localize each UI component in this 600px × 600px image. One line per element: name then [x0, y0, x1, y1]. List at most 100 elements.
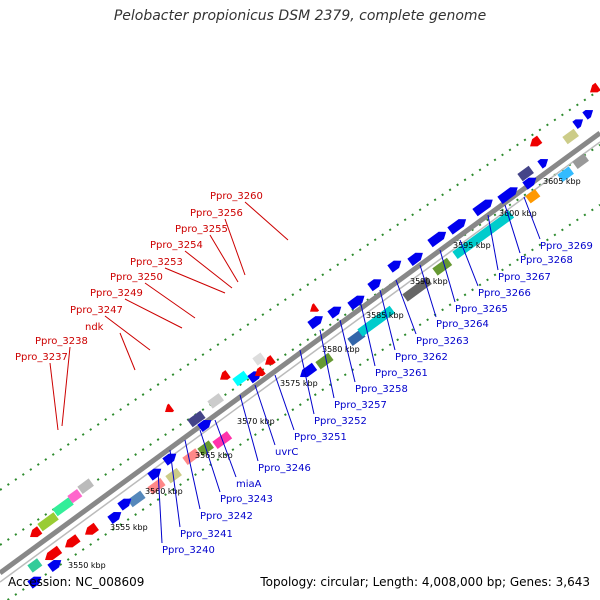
bottom-leader-line [214, 419, 237, 478]
gene-forward-9-body [517, 165, 534, 182]
gene-forward-3 [67, 488, 83, 504]
gene-forward-1 [37, 512, 59, 532]
gene-blue-18-body [522, 177, 537, 190]
gene-blue-10 [347, 295, 365, 310]
bottom-gene-label: Ppro_3261 [375, 368, 428, 379]
top-gene-label: ndk [85, 322, 104, 333]
gene-reverse-10-body [300, 362, 318, 378]
bottom-gene-label: Ppro_3264 [436, 319, 489, 330]
bottom-leader-line [459, 239, 479, 287]
gene-reverse-19 [572, 153, 589, 169]
bottom-leader-line [169, 449, 181, 528]
backbone-line-outer [0, 130, 600, 576]
gene-reverse-0 [27, 558, 43, 573]
bottom-gene-label: Ppro_3266 [478, 288, 531, 299]
top-gene-label: Ppro_3250 [110, 272, 163, 283]
bottom-leader-line [299, 349, 315, 415]
gene-blue-1 [47, 559, 62, 572]
gene-forward-10-body [562, 128, 579, 145]
bottom-gene-label: uvrC [275, 447, 298, 458]
gene-blue-16-body [472, 199, 493, 217]
top-gene-label: Ppro_3249 [90, 288, 143, 299]
gene-forward-6 [252, 352, 266, 366]
gene-reverse-1 [45, 545, 63, 561]
bottom-gene-label: Ppro_3265 [455, 304, 508, 315]
kbp-tick-label: 3580 kbp [322, 345, 360, 354]
bottom-leader-line [184, 439, 201, 510]
backbone-line-inner [0, 141, 600, 583]
bottom-leader-line [239, 394, 259, 462]
bottom-gene-label: miaA [236, 479, 262, 490]
top-leader-line [119, 332, 136, 371]
gene-forward-0-body [30, 526, 43, 538]
map-title: Pelobacter propionicus DSM 2379, complet… [113, 8, 487, 24]
gene-forward-5-body [232, 370, 249, 387]
kbp-tick-label: 3590 kbp [410, 277, 448, 286]
gene-forward-4-body [77, 478, 94, 494]
gene-reverse-10 [300, 362, 318, 378]
gene-reverse-16 [452, 210, 515, 259]
gene-red-1-body [220, 370, 231, 380]
top-leader-line [49, 362, 59, 431]
gene-reverse-11 [315, 352, 334, 370]
gene-blue-17 [497, 187, 518, 204]
gene-forward-7-body [187, 410, 206, 428]
gene-features [27, 82, 600, 589]
bottom-gene-label: Ppro_3251 [294, 432, 347, 443]
gene-red-6-body [590, 82, 600, 93]
top-leader-line [184, 250, 233, 289]
gene-blue-1-body [47, 559, 62, 572]
gene-blue-5 [162, 453, 177, 466]
accession-text: Accession: NC_008609 [8, 575, 145, 589]
gene-blue-5-body [162, 453, 177, 466]
bottom-leader-line [199, 429, 221, 493]
gene-reverse-15 [432, 257, 453, 276]
gene-forward-9 [517, 165, 534, 182]
gene-reverse-4 [127, 490, 146, 508]
top-leader-line [209, 234, 239, 283]
gene-blue-13 [407, 252, 423, 266]
gene-blue-12-body [387, 260, 402, 273]
top-gene-label: Ppro_3238 [35, 336, 88, 347]
gene-blue-0-body [27, 576, 42, 589]
gene-forward-6-body [252, 352, 266, 366]
gene-blue-16 [472, 199, 493, 217]
bottom-leader-line [339, 319, 356, 383]
bottom-leader-line [439, 249, 456, 303]
kbp-ticks: 3550 kbp 3555 kbp 3560 kbp 3565 kbp 3570 kbp… [68, 177, 581, 570]
gene-blue-17-body [497, 187, 518, 204]
gene-reverse-0-body [27, 558, 43, 573]
gene-blue-0 [27, 576, 42, 589]
gene-reverse-14-body [402, 276, 432, 302]
gene-forward-10 [562, 128, 579, 145]
bottom-gene-label: Ppro_3252 [314, 416, 367, 427]
gene-reverse-7 [182, 448, 201, 465]
gene-forward-2 [52, 497, 74, 517]
gene-red-4 [310, 303, 320, 312]
gene-reverse-3 [85, 522, 99, 535]
gene-red-0 [165, 403, 175, 413]
gene-blue-11-body [367, 279, 382, 292]
top-leader-line [144, 282, 196, 319]
kbp-tick-label: 3555 kbp [110, 523, 148, 532]
gene-reverse-18-body [557, 166, 574, 182]
bottom-gene-label: Ppro_3246 [258, 463, 311, 474]
gene-reverse-5-body [147, 477, 166, 495]
gene-blue-13-body [407, 252, 423, 266]
gene-red-0-body [165, 403, 175, 413]
gene-red-1 [220, 370, 231, 380]
gene-reverse-18 [557, 166, 574, 182]
top-leader-line [224, 218, 246, 276]
bottom-leader-line [395, 279, 417, 335]
top-gene-label: Ppro_3247 [70, 305, 123, 316]
gene-reverse-5 [147, 477, 166, 495]
gene-blue-14 [427, 231, 447, 248]
top-gene-label: Ppro_3260 [210, 191, 263, 202]
gene-forward-8 [207, 393, 224, 409]
gene-blue-8 [307, 316, 323, 330]
gene-reverse-11-body [315, 352, 334, 370]
gene-forward-7 [187, 410, 206, 428]
bottom-gene-label: Ppro_3258 [355, 384, 408, 395]
gene-forward-2-body [52, 497, 74, 517]
gene-blue-2-body [107, 511, 122, 524]
